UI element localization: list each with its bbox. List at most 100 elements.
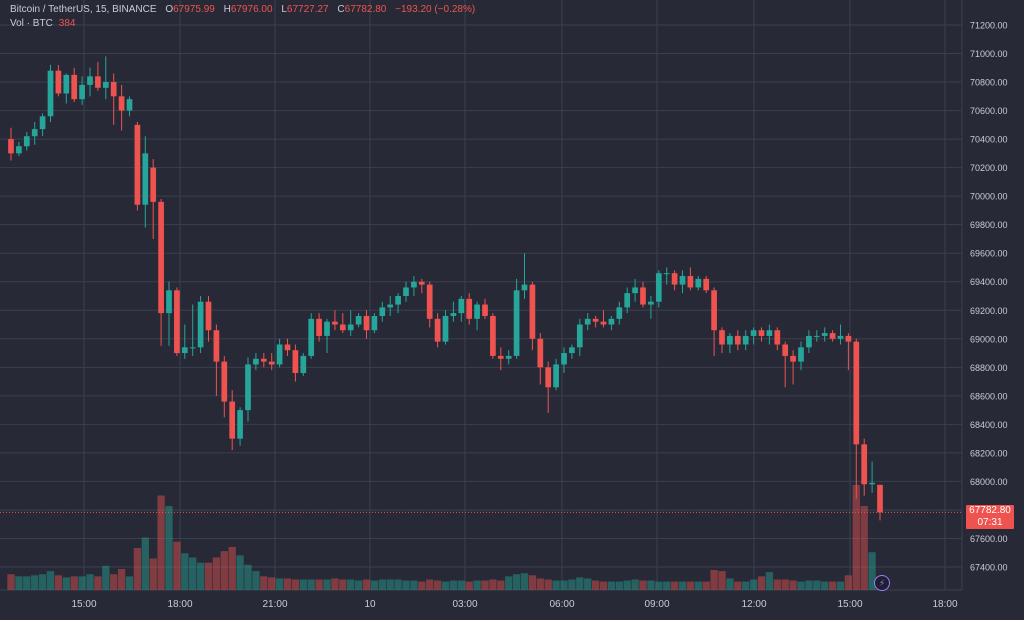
candle-body	[142, 153, 149, 205]
y-tick-label: 70800.00	[970, 78, 1008, 88]
volume-bar	[46, 571, 55, 590]
volume-bar	[433, 580, 442, 590]
volume-bar	[860, 506, 868, 590]
candle-body	[655, 273, 662, 302]
chart-legend: Bitcoin / TetherUS, 15, BINANCE O67975.9…	[10, 4, 475, 15]
candle-body	[308, 318, 315, 356]
candle-body	[576, 324, 583, 348]
candle-body	[545, 367, 552, 388]
candle-body	[640, 287, 646, 305]
volume-bar	[110, 574, 118, 590]
candle-body	[95, 76, 101, 88]
candle-body	[197, 301, 204, 348]
y-tick-label: 69200.00	[970, 306, 1008, 316]
low-label: L	[281, 4, 287, 15]
volume-bar	[868, 552, 876, 590]
candle-body	[774, 330, 781, 345]
candle-body	[16, 146, 22, 154]
candle-body	[798, 347, 804, 362]
high-value: 67976.00	[230, 4, 273, 15]
volume-bar	[426, 579, 434, 590]
volume-bar	[15, 576, 23, 590]
candle-body	[497, 355, 504, 359]
candle-body	[632, 287, 638, 294]
candle-body	[829, 333, 836, 339]
x-tick-label: 15:00	[71, 599, 96, 610]
volume-bar	[670, 581, 679, 590]
volume-bar	[599, 581, 608, 590]
volume-bar	[236, 555, 244, 590]
volume-bar	[378, 579, 386, 590]
volume-bar	[591, 580, 600, 590]
volume-bar	[749, 579, 758, 590]
volume-bar	[196, 562, 205, 590]
lightning-icon[interactable]: ⚡	[874, 575, 890, 591]
candle-body	[584, 318, 591, 325]
volume-bar	[789, 580, 797, 590]
candle-body	[821, 333, 828, 336]
candle-body	[181, 347, 188, 354]
volume-bar	[757, 576, 766, 590]
candle-body	[766, 330, 773, 336]
candle-body	[363, 315, 370, 331]
y-tick-label: 71200.00	[970, 21, 1008, 31]
volume-bar	[544, 579, 552, 590]
candle-body	[703, 278, 710, 291]
candle-body	[292, 350, 299, 374]
volume-bar	[821, 581, 829, 590]
candle-body	[102, 82, 109, 88]
volume-bar	[133, 548, 142, 590]
volume-bar	[465, 581, 473, 590]
candle-body	[39, 116, 46, 130]
candle-body	[782, 344, 789, 356]
volume-bar	[718, 571, 726, 590]
volume-bar	[212, 557, 221, 590]
y-tick-label: 69000.00	[970, 334, 1008, 344]
candle-body	[813, 335, 820, 337]
volume-bar	[228, 546, 236, 590]
candle-body	[537, 338, 544, 368]
y-tick-label: 68400.00	[970, 420, 1008, 430]
open-label: O	[165, 4, 174, 15]
candle-body	[592, 318, 599, 322]
volume-bar	[489, 579, 497, 590]
volume-bar	[647, 580, 655, 590]
candle-body	[110, 82, 117, 97]
candle-body	[474, 304, 480, 319]
candle-body	[395, 296, 401, 305]
candle-body	[55, 70, 62, 94]
candle-body	[663, 273, 670, 275]
candle-body	[671, 273, 678, 285]
candle-body	[118, 96, 125, 111]
symbol-label: Bitcoin / TetherUS, 15, BINANCE	[10, 4, 157, 15]
x-tick-label: 06:00	[549, 599, 574, 610]
close-value: 67782.80	[344, 4, 387, 15]
volume-bar	[31, 575, 39, 590]
volume-bar	[528, 575, 537, 590]
candle-body	[221, 361, 228, 402]
volume-bar	[252, 571, 260, 590]
candle-body	[371, 315, 378, 331]
candle-body	[134, 124, 141, 205]
volume-bar	[157, 495, 165, 590]
x-tick-label: 18:00	[167, 599, 192, 610]
candle-body	[711, 290, 717, 331]
volume-bar	[765, 572, 774, 590]
open-value: 67975.99	[173, 4, 215, 15]
volume-bar	[686, 581, 695, 590]
candle-body	[616, 307, 623, 319]
candle-body	[442, 315, 449, 342]
candle-body	[189, 347, 196, 349]
candle-body	[569, 347, 575, 354]
volume-bar	[94, 576, 102, 590]
volume-bar	[410, 580, 418, 590]
candle-body	[174, 290, 180, 354]
volume-bar	[702, 581, 710, 590]
y-tick-label: 68800.00	[970, 363, 1008, 373]
candle-body	[166, 290, 172, 314]
candle-body	[260, 358, 267, 362]
candle-body	[79, 84, 85, 100]
candle-body	[411, 281, 417, 288]
